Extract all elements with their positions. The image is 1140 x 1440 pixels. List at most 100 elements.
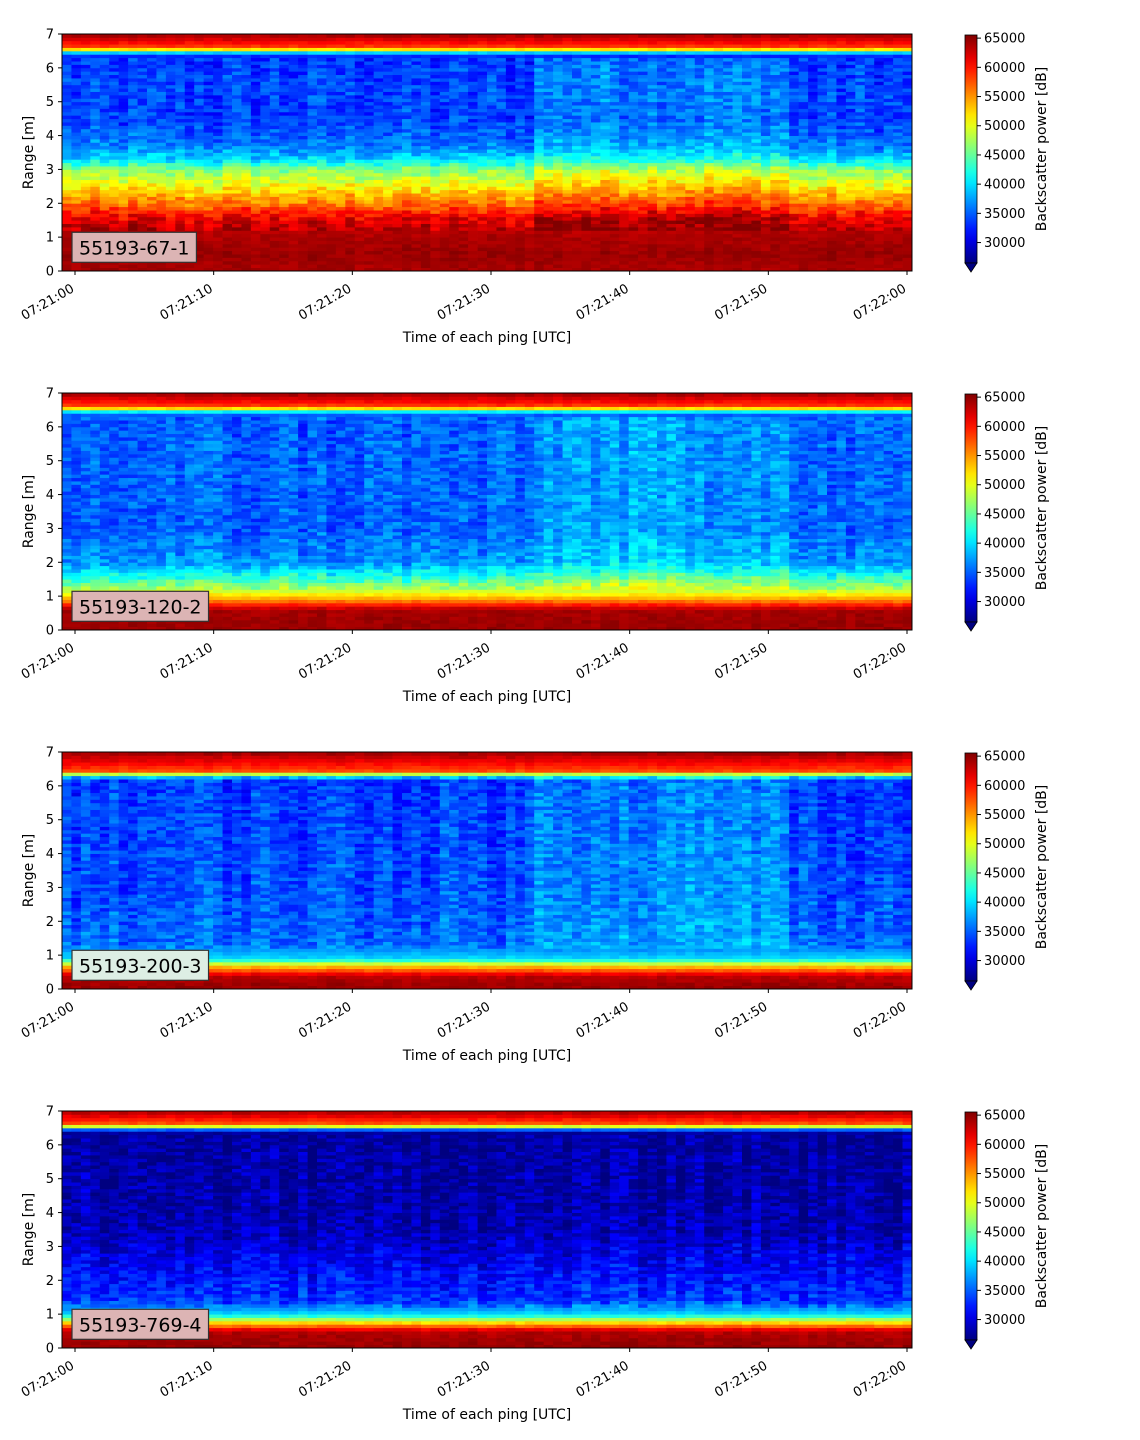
x-tick-label: 07:22:00 (851, 640, 909, 682)
colorbar-tick-label: 55000 (984, 90, 1025, 105)
x-tick-label: 07:22:00 (851, 281, 909, 323)
colorbar-tick-label: 45000 (984, 866, 1025, 881)
y-tick-label: 5 (46, 454, 54, 469)
x-tick-label: 07:21:40 (574, 640, 632, 682)
y-tick-label: 1 (46, 949, 54, 964)
y-tick-label: 7 (46, 746, 54, 761)
y-tick-label: 6 (46, 61, 54, 76)
x-tick-label: 07:21:40 (574, 999, 632, 1041)
y-tick-label: 4 (46, 847, 54, 862)
colorbar-tick-label: 55000 (984, 808, 1025, 823)
colorbar-label: Backscatter power [dB] (1034, 1144, 1050, 1309)
colorbar-tick-label: 50000 (984, 119, 1025, 134)
y-tick-label: 3 (46, 163, 54, 178)
y-tick-label: 0 (46, 1342, 54, 1357)
colorbar-tick-label: 30000 (984, 595, 1025, 610)
colorbar-extend-arrow (965, 1340, 977, 1349)
x-tick-label: 07:21:30 (435, 999, 493, 1041)
y-axis-label: Range [m] (21, 116, 37, 189)
y-tick-label: 0 (46, 983, 54, 998)
colorbar-3: 30000 35000 40000 45000 50000 55000 60000 65000… (965, 750, 1050, 990)
colorbar-extend-arrow (965, 622, 977, 631)
y-tick-label: 6 (46, 1138, 54, 1153)
colorbar-4: 3000035000400004500050000550006000065000… (965, 1109, 1050, 1349)
x-tick-label: 07:21:50 (712, 999, 770, 1041)
x-axis-label: Time of each ping [UTC] (402, 689, 572, 705)
colorbar-tick-label: 35000 (984, 925, 1025, 940)
y-tick-label: 3 (46, 881, 54, 896)
colorbar-tick-label: 40000 (984, 537, 1025, 552)
colorbar-tick-label: 35000 (984, 1284, 1025, 1299)
y-axis-label: Range [m] (21, 475, 37, 548)
y-tick-label: 2 (46, 915, 54, 930)
x-tick-label: 07:21:20 (296, 1358, 354, 1400)
x-tick-label: 07:21:00 (19, 1358, 77, 1400)
colorbar-tick-label: 65000 (984, 32, 1025, 47)
sensor-label-text: 55193-120-2 (79, 596, 202, 618)
colorbar-gradient (965, 1112, 977, 1340)
colorbar-extend-arrow (965, 981, 977, 990)
x-tick-label: 07:21:20 (296, 640, 354, 682)
colorbar-tick-label: 65000 (984, 391, 1025, 406)
colorbar-tick-label: 45000 (984, 148, 1025, 163)
y-tick-label: 0 (46, 265, 54, 280)
y-tick-label: 1 (46, 590, 54, 605)
colorbar-tick-label: 50000 (984, 837, 1025, 852)
colorbar-tick-label: 65000 (984, 750, 1025, 765)
y-tick-label: 1 (46, 231, 54, 246)
colorbar-tick-label: 45000 (984, 1225, 1025, 1240)
x-tick-label: 07:21:00 (19, 281, 77, 323)
colorbar-gradient (965, 394, 977, 622)
colorbar-tick-label: 40000 (984, 1255, 1025, 1270)
colorbar-tick-label: 30000 (984, 954, 1025, 969)
y-tick-label: 5 (46, 813, 54, 828)
colorbar-label: Backscatter power [dB] (1034, 67, 1050, 232)
y-tick-label: 7 (46, 387, 54, 402)
sensor-label-1: 55193-67-1 (72, 232, 196, 262)
y-axis-label: Range [m] (21, 1193, 37, 1266)
colorbar-tick-label: 40000 (984, 896, 1025, 911)
y-tick-label: 2 (46, 197, 54, 212)
x-axis-label: Time of each ping [UTC] (402, 330, 572, 346)
y-tick-label: 6 (46, 420, 54, 435)
y-tick-label: 5 (46, 95, 54, 110)
x-tick-label: 07:21:10 (158, 281, 216, 323)
x-tick-label: 07:21:10 (158, 640, 216, 682)
y-tick-label: 3 (46, 1240, 54, 1255)
y-tick-label: 5 (46, 1172, 54, 1187)
colorbar-tick-label: 60000 (984, 61, 1025, 76)
y-axis-label: Range [m] (21, 834, 37, 907)
x-tick-label: 07:21:20 (296, 999, 354, 1041)
colorbar-gradient (965, 35, 977, 263)
x-tick-label: 07:21:50 (712, 1358, 770, 1400)
colorbar-tick-label: 55000 (984, 1167, 1025, 1182)
sensor-label-3: 55193-200-3 (72, 950, 209, 980)
colorbar-tick-label: 50000 (984, 1196, 1025, 1211)
x-tick-label: 07:21:30 (435, 640, 493, 682)
x-tick-label: 07:21:20 (296, 281, 354, 323)
y-tick-label: 2 (46, 1274, 54, 1289)
x-tick-label: 07:21:40 (574, 281, 632, 323)
y-tick-label: 0 (46, 624, 54, 639)
colorbar-extend-arrow (965, 263, 977, 272)
x-tick-label: 07:21:50 (712, 640, 770, 682)
x-axis-label: Time of each ping [UTC] (402, 1407, 572, 1423)
x-tick-label: 07:21:30 (435, 281, 493, 323)
colorbar-tick-label: 30000 (984, 236, 1025, 251)
colorbar-tick-label: 60000 (984, 779, 1025, 794)
y-tick-label: 1 (46, 1308, 54, 1323)
y-tick-label: 4 (46, 129, 54, 144)
colorbar-tick-label: 55000 (984, 449, 1025, 464)
sensor-label-4: 55193-769-4 (72, 1309, 209, 1339)
y-tick-label: 4 (46, 488, 54, 503)
x-tick-label: 07:21:00 (19, 640, 77, 682)
y-tick-label: 3 (46, 522, 54, 537)
x-tick-label: 07:22:00 (851, 1358, 909, 1400)
x-tick-label: 07:21:50 (712, 281, 770, 323)
y-tick-label: 4 (46, 1206, 54, 1221)
colorbar-label: Backscatter power [dB] (1034, 785, 1050, 950)
